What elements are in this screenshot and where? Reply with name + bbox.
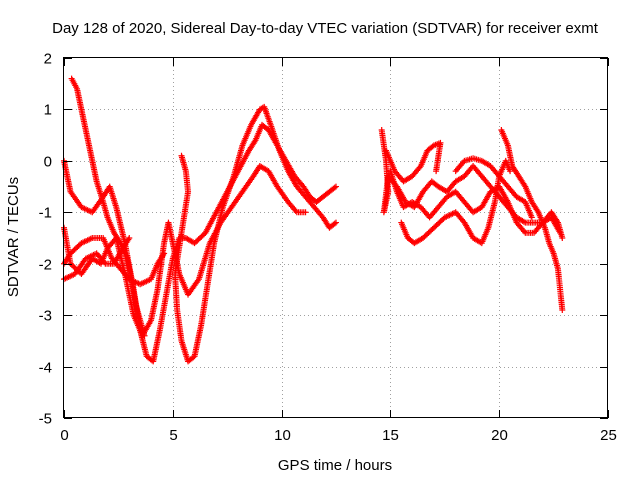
data-point	[331, 184, 338, 191]
satellite-track-10	[398, 157, 514, 247]
y-tick-label: 1	[44, 102, 52, 119]
data-point	[507, 168, 514, 175]
y-axis-label: SDTVAR / TECUs	[5, 177, 22, 297]
data-point	[528, 214, 535, 221]
y-tick-label: -5	[39, 411, 52, 428]
satellite-track-9	[387, 168, 566, 241]
tick-labels: 0 5 10 15 20 25 -5 -4 -3 -2 -1 0 1 2	[39, 51, 617, 445]
x-tick-label: 5	[169, 427, 177, 444]
y-tick-label: 0	[44, 154, 52, 171]
y-tick-label: -1	[39, 205, 52, 222]
x-axis-label: GPS time / hours	[278, 457, 392, 474]
satellite-track-5	[171, 103, 339, 365]
data-point	[126, 235, 133, 241]
satellite-track-12	[498, 127, 566, 313]
data-point	[302, 209, 309, 216]
axis-ticks	[64, 58, 609, 419]
data-point	[331, 220, 338, 227]
x-tick-label: 25	[600, 427, 617, 444]
y-tick-label: 2	[44, 51, 52, 68]
satellite-track-11	[452, 155, 535, 221]
data-point	[333, 219, 339, 226]
satellite-track-8	[383, 139, 444, 185]
data-point	[141, 332, 148, 339]
grid-lines	[64, 58, 608, 418]
x-tick-label: 15	[382, 427, 399, 444]
y-tick-label: -4	[39, 360, 52, 377]
x-tick-label: 0	[60, 427, 68, 444]
plot-frame	[63, 57, 608, 418]
data-point	[559, 235, 566, 241]
x-tick-label: 10	[274, 427, 291, 444]
y-tick-label: -3	[39, 308, 52, 325]
chart-title: Day 128 of 2020, Sidereal Day-to-day VTE…	[52, 20, 599, 37]
x-tick-label: 20	[491, 427, 508, 444]
data-point	[559, 307, 566, 313]
y-tick-label: -2	[39, 257, 52, 274]
data-point	[333, 183, 339, 190]
data-point	[433, 168, 440, 175]
data-points	[61, 75, 566, 365]
